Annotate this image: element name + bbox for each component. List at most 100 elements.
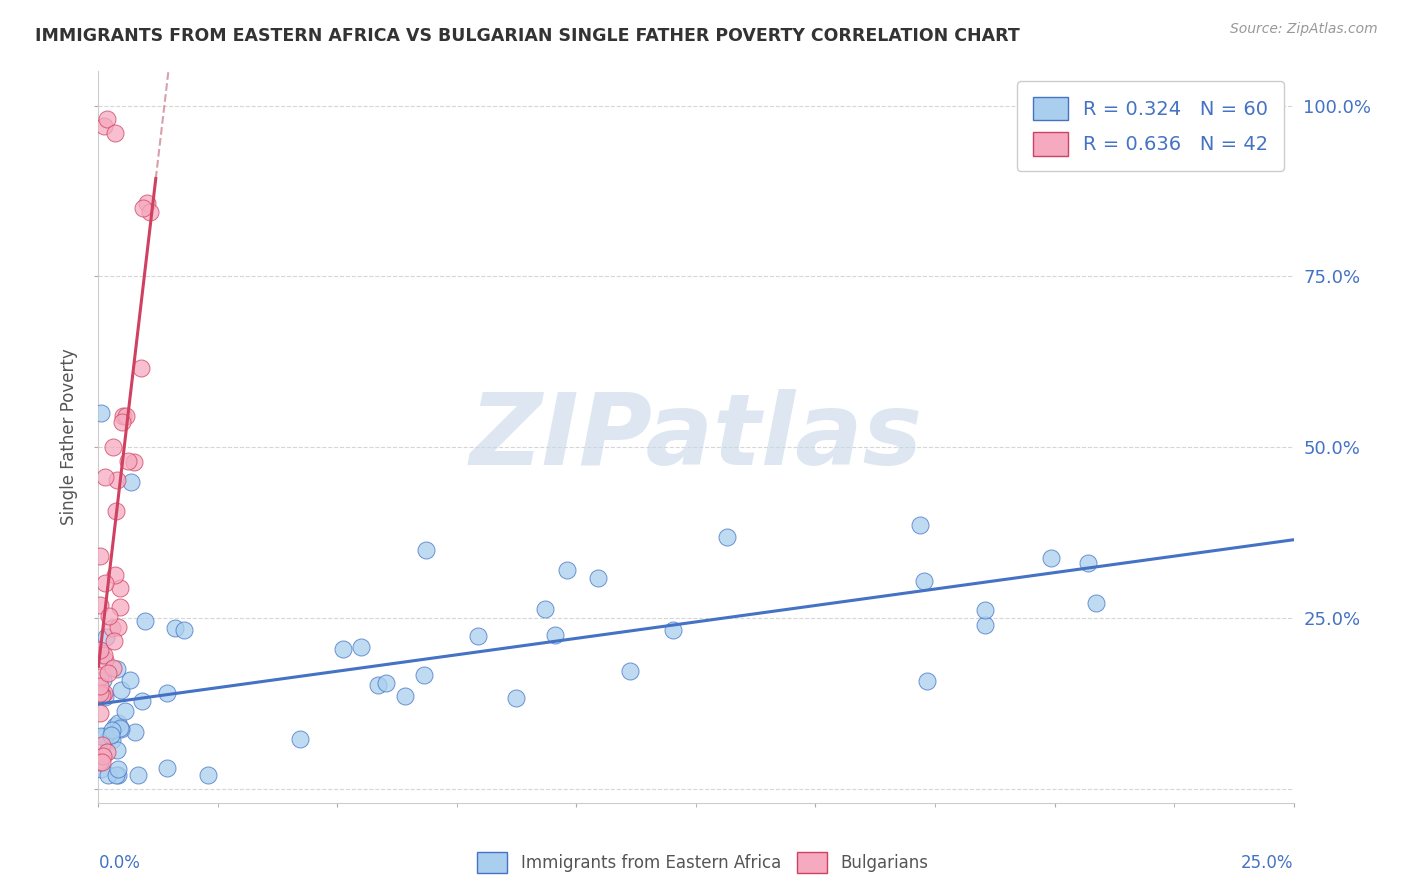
Point <box>543 628 565 642</box>
Point <box>105 743 128 757</box>
Point <box>111 415 134 429</box>
Point <box>101 732 124 747</box>
Point <box>349 640 371 654</box>
Point <box>90 648 112 663</box>
Point <box>1084 596 1107 610</box>
Point <box>165 621 187 635</box>
Legend: Immigrants from Eastern Africa, Bulgarians: Immigrants from Eastern Africa, Bulgaria… <box>471 846 935 880</box>
Point <box>555 563 578 577</box>
Point <box>134 614 156 628</box>
Point <box>97 609 120 624</box>
Point <box>96 732 118 747</box>
Point <box>107 762 129 776</box>
Point <box>94 470 117 484</box>
Point <box>973 618 995 632</box>
Point <box>101 661 124 675</box>
Point <box>89 598 111 612</box>
Point <box>115 409 138 423</box>
Point <box>908 518 931 533</box>
Point <box>93 576 115 591</box>
Point <box>129 360 152 375</box>
Point <box>90 762 112 776</box>
Point <box>197 768 219 782</box>
Point <box>97 665 120 680</box>
Legend: R = 0.324   N = 60, R = 0.636   N = 42: R = 0.324 N = 60, R = 0.636 N = 42 <box>1017 81 1284 171</box>
Point <box>114 704 136 718</box>
Point <box>94 690 117 705</box>
Point <box>91 673 114 687</box>
Point <box>90 406 112 420</box>
Point <box>89 686 111 700</box>
Point <box>105 662 128 676</box>
Point <box>89 670 111 684</box>
Point <box>105 473 128 487</box>
Point <box>89 549 111 563</box>
Point <box>89 680 111 694</box>
Point <box>91 755 114 769</box>
Point <box>588 571 610 585</box>
Point <box>135 196 157 211</box>
Point <box>94 653 117 667</box>
Point <box>110 683 132 698</box>
Point <box>173 623 195 637</box>
Point <box>662 623 685 637</box>
Point <box>716 530 738 544</box>
Point <box>124 725 146 739</box>
Point <box>91 748 114 763</box>
Point <box>915 674 938 689</box>
Point <box>110 722 132 736</box>
Point <box>104 719 127 733</box>
Point <box>332 641 354 656</box>
Point <box>94 729 117 743</box>
Text: IMMIGRANTS FROM EASTERN AFRICA VS BULGARIAN SINGLE FATHER POVERTY CORRELATION CH: IMMIGRANTS FROM EASTERN AFRICA VS BULGAR… <box>35 27 1019 45</box>
Point <box>108 599 131 614</box>
Point <box>89 706 111 720</box>
Point <box>107 768 129 782</box>
Point <box>94 631 117 645</box>
Point <box>412 668 434 682</box>
Point <box>156 761 179 775</box>
Point <box>101 621 124 635</box>
Text: 0.0%: 0.0% <box>98 854 141 872</box>
Point <box>101 441 124 455</box>
Point <box>467 630 489 644</box>
Point <box>104 126 127 140</box>
Point <box>108 721 131 735</box>
Point <box>974 603 997 617</box>
Point <box>93 648 115 663</box>
Point <box>394 689 416 703</box>
Point <box>96 112 118 127</box>
Point <box>139 205 162 219</box>
Point <box>90 729 112 743</box>
Text: 25.0%: 25.0% <box>1241 854 1294 872</box>
Point <box>117 454 139 468</box>
Point <box>1077 556 1099 570</box>
Point <box>120 673 142 688</box>
Point <box>93 686 115 700</box>
Point <box>914 574 936 589</box>
Point <box>91 688 114 702</box>
Point <box>105 504 128 518</box>
Point <box>96 745 118 759</box>
Point <box>415 543 437 558</box>
Point <box>100 728 122 742</box>
Point <box>1040 550 1063 565</box>
Y-axis label: Single Father Poverty: Single Father Poverty <box>60 349 79 525</box>
Point <box>127 768 149 782</box>
Point <box>89 755 111 769</box>
Point <box>89 643 111 657</box>
Point <box>131 694 153 708</box>
Point <box>156 686 179 700</box>
Point <box>375 675 398 690</box>
Point <box>97 768 120 782</box>
Point <box>533 602 555 616</box>
Point <box>104 768 127 782</box>
Text: ZIPatlas: ZIPatlas <box>470 389 922 485</box>
Point <box>107 620 129 634</box>
Point <box>103 634 125 648</box>
Point <box>112 409 135 423</box>
Point <box>367 678 389 692</box>
Point <box>288 732 311 747</box>
Point <box>91 738 114 752</box>
Text: Source: ZipAtlas.com: Source: ZipAtlas.com <box>1230 22 1378 37</box>
